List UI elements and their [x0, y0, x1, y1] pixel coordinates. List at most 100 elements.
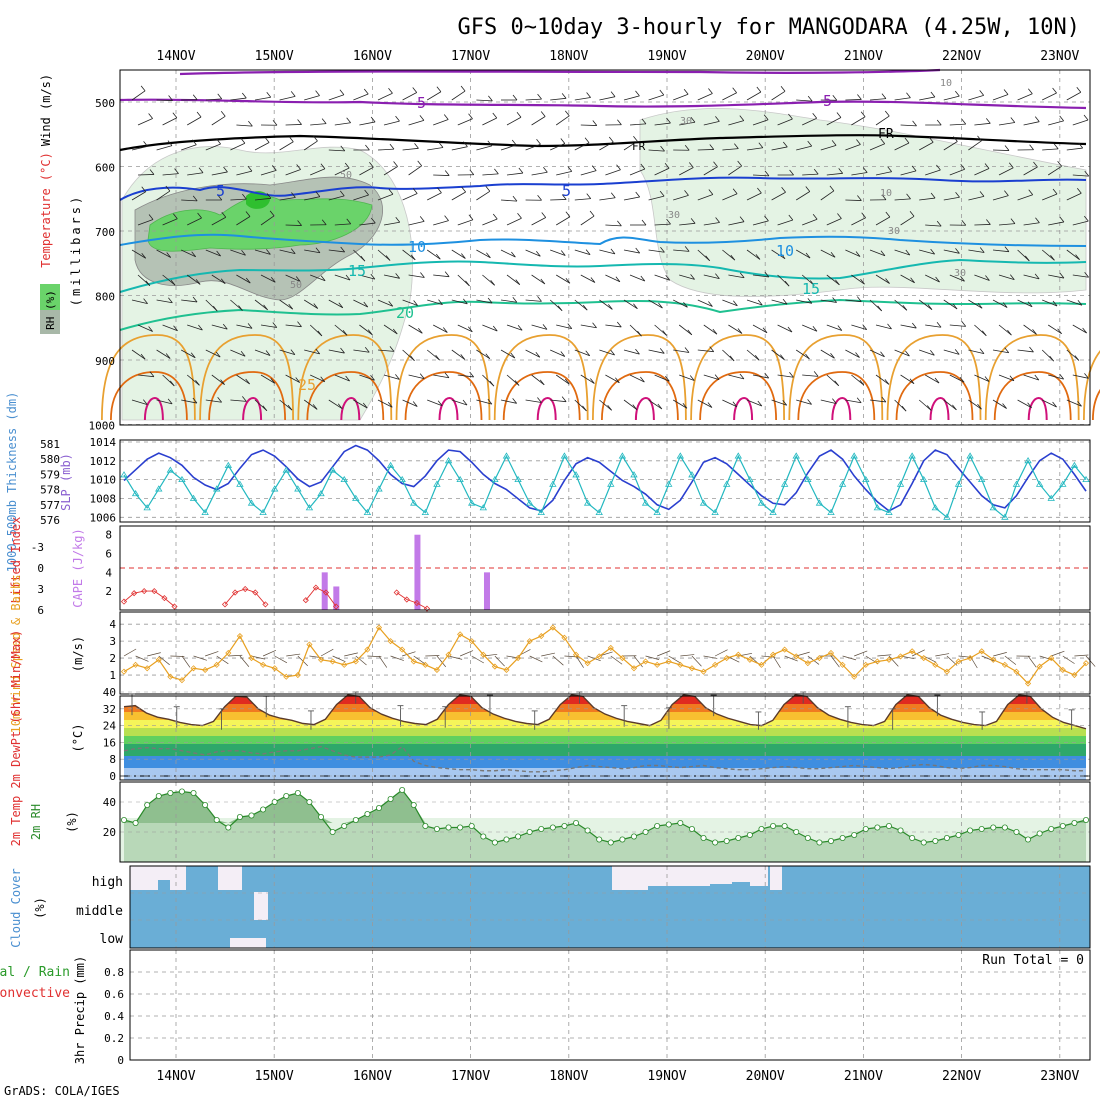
wind-barb — [451, 191, 466, 201]
wind-barb-flag — [855, 352, 860, 358]
wind-barb — [795, 349, 810, 360]
temp-band-0-4 — [124, 768, 1086, 780]
wind-barb — [605, 169, 621, 176]
wind-barb-flag — [782, 141, 788, 148]
wind-barb — [1047, 165, 1062, 176]
wind-barb — [285, 374, 300, 383]
wind-barb-flag — [174, 168, 179, 174]
pressure-tick-label: 500 — [95, 97, 115, 110]
wind-barb — [377, 349, 394, 352]
wind-barb — [820, 249, 836, 258]
rh2m-point — [236, 814, 243, 821]
wind-barb — [746, 249, 761, 260]
wind-barb-flag — [857, 195, 862, 201]
wind-barb — [826, 374, 839, 387]
wind-barb-flag — [780, 354, 785, 360]
slp-point — [178, 475, 186, 483]
wind10m-point — [317, 656, 325, 663]
wind-barb — [968, 249, 985, 253]
wind-barb — [328, 94, 345, 101]
wind-barb-flag — [979, 191, 985, 197]
wind-barb — [746, 299, 763, 306]
slp-point — [1012, 480, 1021, 487]
wind-barb — [205, 98, 222, 101]
wind10m-point — [584, 660, 591, 667]
wind-barb — [869, 143, 885, 151]
wind-barb-flag — [880, 250, 886, 256]
wind-barb-flag — [245, 211, 251, 217]
wind-barb-flag — [388, 87, 393, 94]
wind10m-point — [607, 644, 614, 651]
wind-barb — [574, 142, 590, 151]
wind-barb-flag — [756, 86, 762, 93]
wind-barb — [181, 144, 197, 151]
isotherm-label-25: 25 — [298, 376, 316, 394]
wind-barb-flag — [420, 272, 425, 278]
wind-barb-flag — [641, 219, 647, 226]
wind-barb-flag — [911, 165, 917, 172]
slp-point — [862, 475, 870, 483]
wind10m-point — [630, 665, 638, 672]
wind10m-barbs — [123, 648, 1096, 669]
wind10m-point — [178, 677, 186, 684]
wind10m-barb — [772, 655, 781, 669]
wind10m-barb — [436, 655, 447, 668]
wind-barb — [285, 274, 301, 282]
wind-barb-flag — [1049, 355, 1055, 362]
wind-barb-flag — [537, 397, 542, 403]
wind10m-point — [132, 661, 139, 668]
wind-barb-flag — [986, 118, 991, 124]
wind-barb — [531, 274, 546, 285]
pressure-tick-label: 900 — [95, 355, 115, 368]
rh2m-units-label: (%) — [65, 811, 79, 833]
wind-barb-flag — [662, 330, 667, 336]
wind-barb — [728, 221, 745, 226]
thickness-series-line — [123, 444, 1087, 512]
wind-barb-flag — [536, 139, 541, 145]
wind-barb-flag — [880, 351, 885, 358]
wind-barb-flag — [1074, 355, 1080, 361]
wind-barb — [949, 374, 965, 383]
wind-barb — [359, 121, 376, 126]
wind-barb-flag — [807, 298, 813, 304]
wind-barb — [181, 349, 196, 359]
slp-point — [746, 475, 754, 483]
wind-barb-flag — [1082, 327, 1087, 334]
rh2m-point — [909, 835, 916, 842]
wind10m-point — [1071, 671, 1078, 679]
wind-barb-flag — [488, 95, 493, 102]
slp-point — [155, 485, 163, 492]
slp-series-markers — [120, 452, 1090, 520]
wind-barb-flag — [884, 379, 890, 385]
wind-barb-flag — [537, 93, 542, 100]
rh2m-point — [967, 827, 974, 834]
wind-barb — [1048, 274, 1064, 279]
wind-barb — [186, 274, 201, 285]
wind-barb-flag — [660, 246, 665, 253]
wind-barb-flag — [591, 165, 597, 171]
wind-barb-flag — [608, 136, 614, 143]
wind-barb — [279, 197, 296, 201]
isotherm-25 — [592, 334, 687, 421]
wind-barb-flag — [690, 218, 696, 224]
wind-barb-flag — [690, 116, 696, 123]
wind-barb — [427, 147, 444, 151]
wind-barb — [728, 374, 745, 380]
wind-barb-flag — [240, 351, 246, 357]
wind-barb — [556, 324, 572, 329]
wind-barb — [974, 274, 990, 281]
wind-barb — [236, 274, 251, 284]
wind-barb-flag — [684, 145, 690, 151]
wind-barb — [974, 374, 990, 382]
wind-barb — [236, 324, 253, 329]
wind10m-point — [561, 634, 568, 641]
wind10m-barb — [332, 655, 346, 663]
run-total-label: Run Total = 0 — [982, 953, 1084, 968]
wind-barb-flag — [961, 118, 967, 125]
slp-point — [769, 508, 777, 515]
wind-barb — [482, 218, 498, 226]
wind-barb-flag — [389, 143, 395, 150]
cape-tick-label: 2 — [105, 585, 112, 598]
wind-barb-flag — [393, 161, 398, 167]
